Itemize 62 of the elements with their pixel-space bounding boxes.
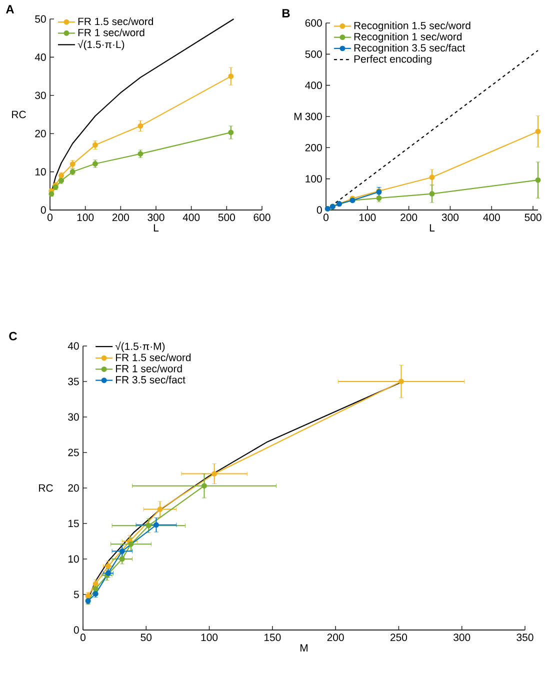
legend-label: Recognition 1.5 sec/word xyxy=(354,22,470,32)
y-tick-label: 600 xyxy=(305,19,322,27)
x-tick-label: 0 xyxy=(47,214,52,222)
x-tick-label: 500 xyxy=(218,214,235,222)
x-tick-label: 250 xyxy=(390,634,408,642)
y-tick-label: 40 xyxy=(68,342,79,350)
x-tick-label: 350 xyxy=(516,634,534,642)
x-axis-title: L xyxy=(430,224,435,232)
y-tick-label: 30 xyxy=(35,92,46,100)
x-tick-label: 300 xyxy=(454,634,470,642)
legend-label: FR 1.5 sec/word xyxy=(78,17,153,26)
x-tick-label: 300 xyxy=(148,214,164,222)
x-tick-label: 100 xyxy=(201,634,218,642)
chart-title: C xyxy=(9,332,17,340)
x-tick-label: 300 xyxy=(442,214,459,222)
y-tick-label: 100 xyxy=(306,175,322,183)
x-tick-label: 0 xyxy=(324,214,328,222)
y-tick-label: 25 xyxy=(68,448,79,456)
y-tick-label: 5 xyxy=(74,590,79,598)
x-tick-label: 400 xyxy=(483,214,500,222)
y-tick-label: 35 xyxy=(68,378,79,386)
y-tick-label: 0 xyxy=(316,206,322,214)
y-tick-label: 20 xyxy=(68,484,79,492)
y-tick-label: 40 xyxy=(34,54,46,61)
chart-title: B xyxy=(282,9,290,18)
x-tick-label: 50 xyxy=(140,634,152,642)
legend-label: √(1.5·π·L) xyxy=(78,40,124,50)
y-tick-label: 300 xyxy=(305,112,322,120)
legend-label: √(1.5·π·M) xyxy=(115,342,165,352)
y-tick-label: 15 xyxy=(68,520,79,528)
x-axis-title: L xyxy=(154,224,159,232)
legend-label: FR 1 sec/word xyxy=(78,28,144,36)
x-tick-label: 0 xyxy=(80,634,86,642)
x-tick-label: 200 xyxy=(112,214,129,222)
y-tick-label: 30 xyxy=(68,413,79,421)
x-tick-label: 600 xyxy=(254,214,270,222)
y-tick-label: 10 xyxy=(35,168,46,176)
y-tick-label: 200 xyxy=(305,144,322,152)
legend-label: FR 1.5 sec/word xyxy=(116,353,191,362)
y-axis-title: RC xyxy=(12,110,26,118)
y-tick-label: 20 xyxy=(35,130,46,138)
x-tick-label: 400 xyxy=(182,214,200,222)
y-tick-label: 10 xyxy=(68,555,79,563)
chart-title: A xyxy=(6,5,14,14)
legend-label: FR 1 sec/word xyxy=(116,364,182,372)
y-tick-label: 400 xyxy=(305,82,322,90)
x-tick-label: 200 xyxy=(400,214,418,222)
y-tick-label: 0 xyxy=(40,206,46,214)
x-tick-label: 500 xyxy=(524,214,542,222)
y-tick-label: 0 xyxy=(74,626,79,634)
y-axis-title: M xyxy=(294,112,302,120)
x-tick-label: 100 xyxy=(359,214,376,222)
legend-label: Recognition 3.5 sec/fact xyxy=(354,44,466,54)
y-tick-label: 50 xyxy=(35,15,46,23)
x-tick-label: 150 xyxy=(264,634,281,642)
y-tick-label: 500 xyxy=(305,50,322,58)
legend-label: Recognition 1 sec/word xyxy=(354,32,462,42)
y-axis-title: RC xyxy=(39,484,53,492)
legend-label: Perfect encoding xyxy=(354,55,432,65)
x-tick-label: 200 xyxy=(327,634,344,642)
legend-label: FR 3.5 sec/fact xyxy=(116,376,186,384)
x-axis-title: M xyxy=(300,644,308,652)
